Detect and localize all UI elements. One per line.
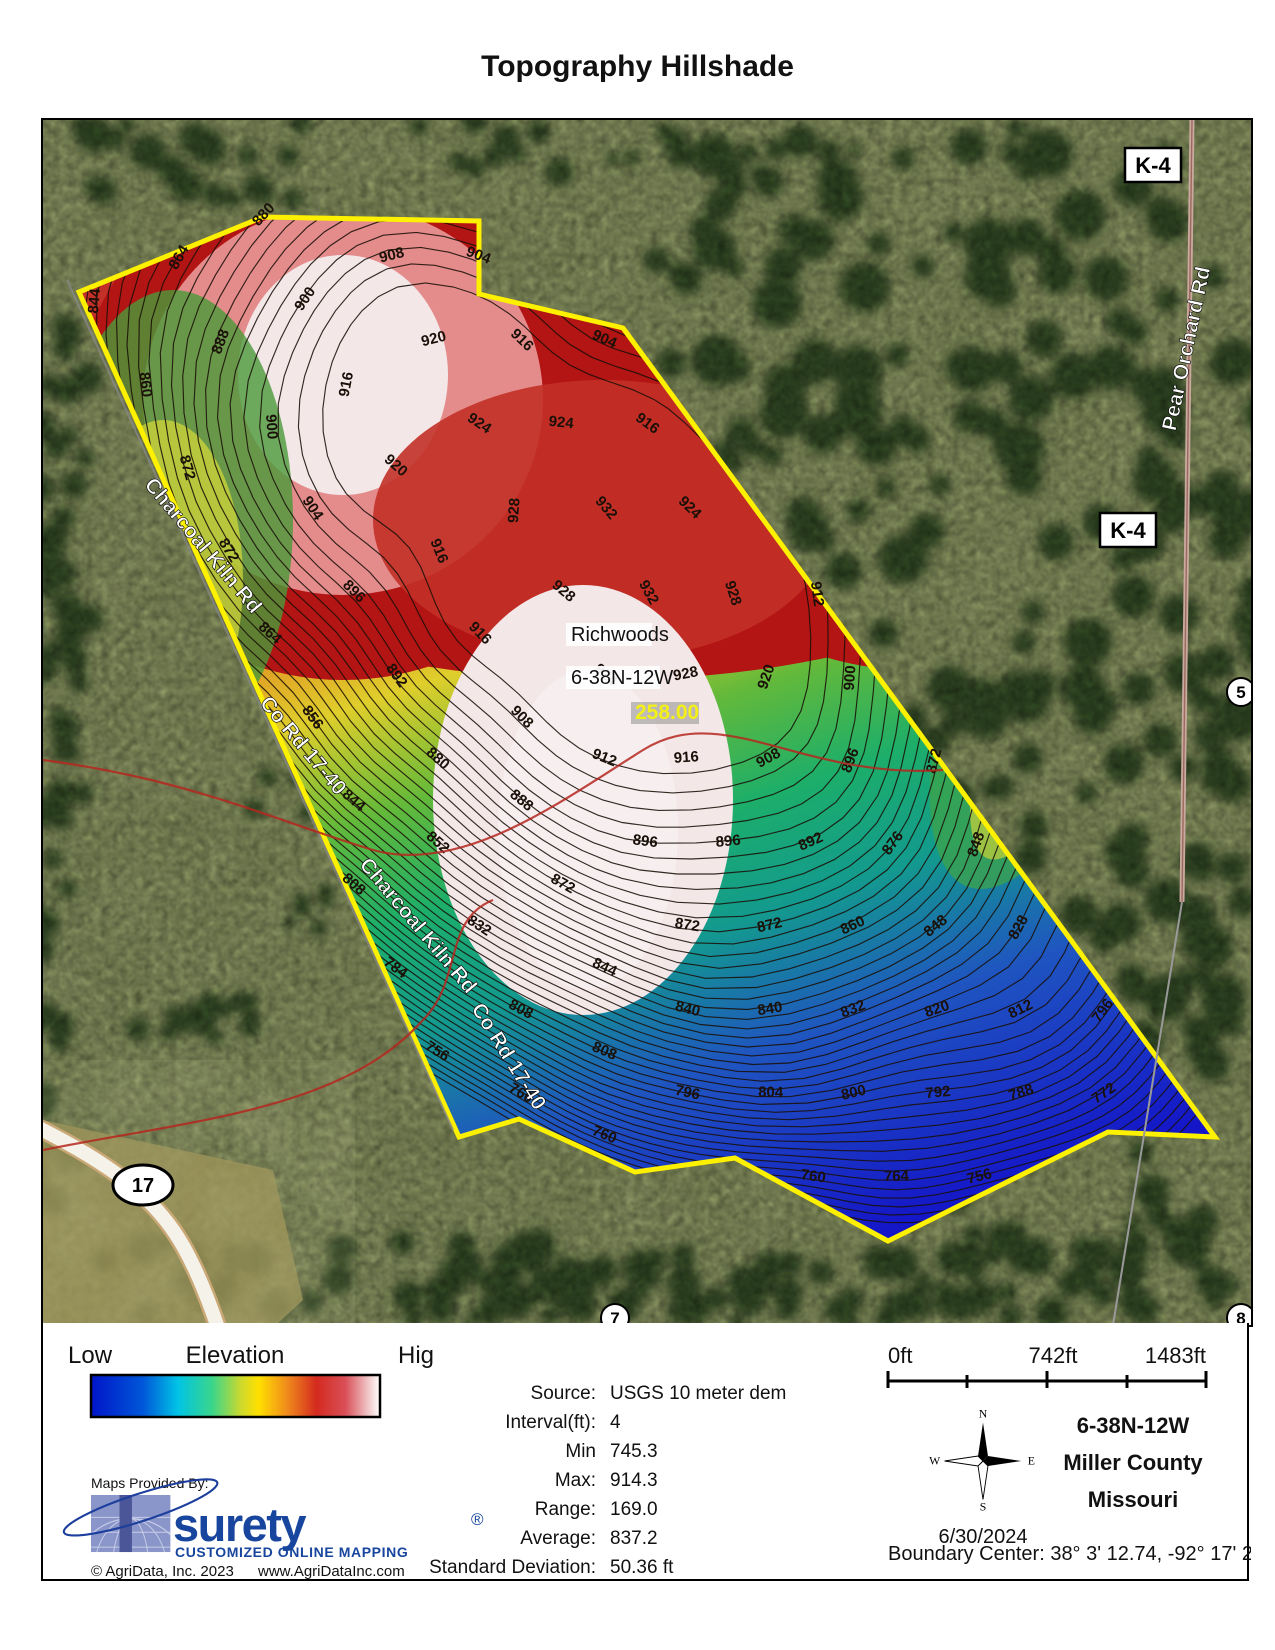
svg-text:928: 928 bbox=[505, 497, 524, 523]
svg-text:USGS 10 meter dem: USGS 10 meter dem bbox=[610, 1383, 786, 1404]
svg-text:Boundary Center: 38° 3' 12.74,: Boundary Center: 38° 3' 12.74, -92° 17' … bbox=[888, 1543, 1251, 1565]
svg-text:1483ft: 1483ft bbox=[1145, 1343, 1206, 1368]
svg-text:896: 896 bbox=[632, 831, 659, 851]
svg-text:Miller County: Miller County bbox=[1063, 1450, 1203, 1475]
svg-text:0ft: 0ft bbox=[888, 1343, 912, 1368]
svg-text:Elevation: Elevation bbox=[186, 1342, 285, 1369]
svg-text:Missouri: Missouri bbox=[1088, 1487, 1178, 1512]
svg-text:Min: Min bbox=[565, 1441, 596, 1462]
svg-text:745.3: 745.3 bbox=[610, 1441, 658, 1462]
svg-text:916: 916 bbox=[673, 748, 699, 767]
svg-text:258.00: 258.00 bbox=[635, 701, 699, 724]
svg-text:K-4: K-4 bbox=[1110, 518, 1146, 543]
svg-text:860: 860 bbox=[135, 371, 155, 398]
svg-text:Standard Deviation:: Standard Deviation: bbox=[429, 1557, 596, 1578]
svg-text:900: 900 bbox=[841, 665, 860, 691]
svg-text:6-38N-12W: 6-38N-12W bbox=[1077, 1413, 1190, 1438]
svg-text:W: W bbox=[929, 1455, 941, 1468]
svg-text:50.36 ft: 50.36 ft bbox=[610, 1557, 674, 1578]
svg-text:837.2: 837.2 bbox=[610, 1528, 658, 1549]
svg-text:169.0: 169.0 bbox=[610, 1499, 658, 1520]
svg-text:844: 844 bbox=[85, 287, 104, 314]
svg-text:www.AgriDataInc.com: www.AgriDataInc.com bbox=[257, 1563, 405, 1580]
svg-text:900: 900 bbox=[262, 414, 281, 440]
svg-text:Range:: Range: bbox=[535, 1499, 596, 1520]
svg-text:896: 896 bbox=[715, 832, 741, 851]
svg-text:Hig: Hig bbox=[398, 1342, 434, 1369]
svg-text:Average:: Average: bbox=[520, 1528, 596, 1549]
svg-text:Interval(ft):: Interval(ft): bbox=[505, 1412, 596, 1433]
svg-text:© AgriData, Inc. 2023: © AgriData, Inc. 2023 bbox=[91, 1563, 234, 1580]
svg-text:17: 17 bbox=[132, 1175, 154, 1197]
svg-text:4: 4 bbox=[610, 1412, 621, 1433]
svg-text:Source:: Source: bbox=[531, 1383, 596, 1404]
svg-text:764: 764 bbox=[884, 1168, 910, 1185]
svg-text:792: 792 bbox=[925, 1083, 952, 1103]
svg-text:Richwoods: Richwoods bbox=[571, 624, 669, 646]
svg-text:742ft: 742ft bbox=[1029, 1343, 1078, 1368]
svg-text:Maps Provided By:: Maps Provided By: bbox=[91, 1475, 209, 1491]
svg-text:N: N bbox=[979, 1408, 988, 1421]
svg-text:E: E bbox=[1028, 1455, 1035, 1468]
svg-text:924: 924 bbox=[548, 413, 575, 433]
svg-text:912: 912 bbox=[807, 580, 827, 607]
svg-text:804: 804 bbox=[758, 1084, 784, 1101]
svg-text:Max:: Max: bbox=[555, 1470, 596, 1491]
svg-text:914.3: 914.3 bbox=[610, 1470, 658, 1491]
svg-text:Low: Low bbox=[68, 1342, 113, 1369]
svg-text:S: S bbox=[980, 1501, 987, 1514]
svg-text:6-38N-12W: 6-38N-12W bbox=[571, 667, 673, 689]
svg-text:CUSTOMIZED ONLINE MAPPING: CUSTOMIZED ONLINE MAPPING bbox=[175, 1544, 408, 1560]
svg-text:®: ® bbox=[471, 1510, 484, 1529]
svg-text:5: 5 bbox=[1236, 683, 1245, 702]
svg-text:760: 760 bbox=[800, 1166, 827, 1186]
svg-text:K-4: K-4 bbox=[1135, 153, 1171, 178]
